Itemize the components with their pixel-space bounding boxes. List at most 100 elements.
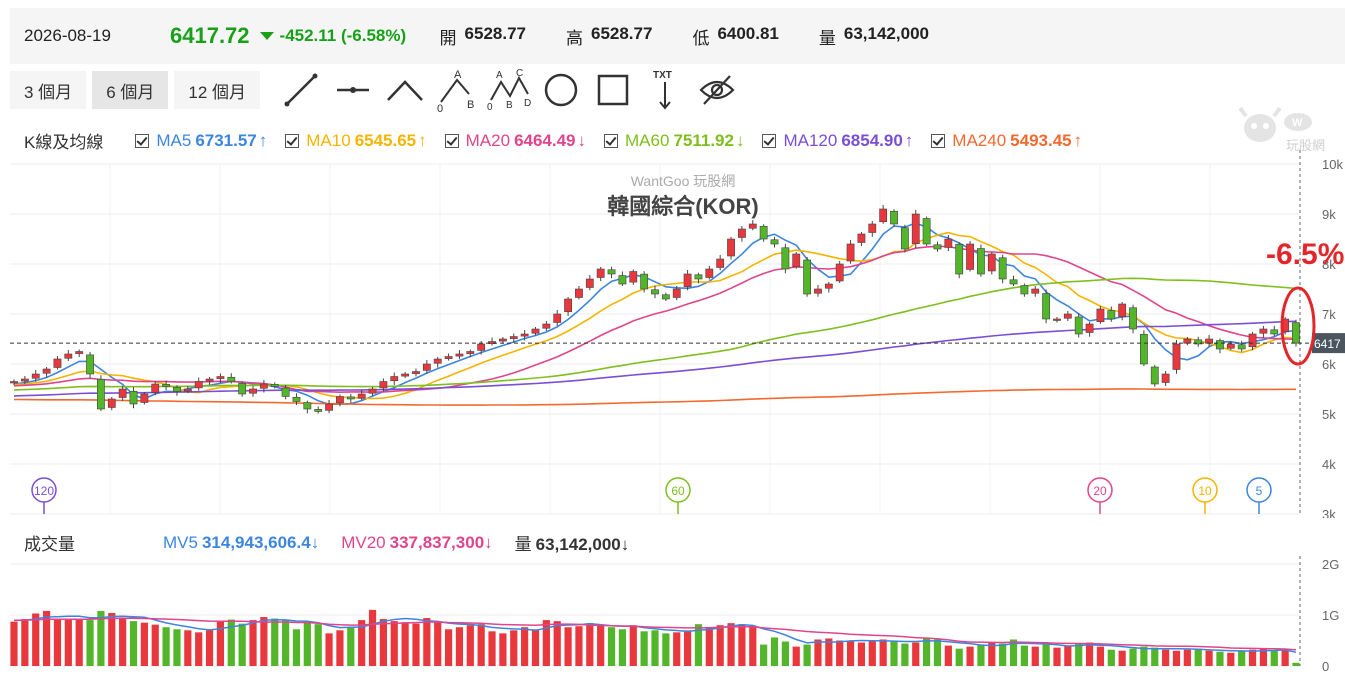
- candle-body: [781, 247, 790, 270]
- checkbox-ma240[interactable]: [931, 133, 946, 148]
- mv5-name: MV5: [163, 532, 198, 552]
- volume-bar: [1216, 651, 1224, 666]
- ma-toggle-ma5[interactable]: MA5 6731.57 ↑: [135, 131, 267, 151]
- range-6m-button[interactable]: 6 個月: [92, 71, 169, 109]
- checkbox-ma120[interactable]: [762, 133, 777, 148]
- range-3m-button[interactable]: 3 個月: [10, 71, 87, 109]
- mv5-direction: ↓: [310, 532, 320, 552]
- abcd-label-a: A: [496, 70, 503, 81]
- volume-bar: [564, 627, 572, 666]
- open-stat: 開 6528.77: [440, 24, 526, 49]
- volume-bar: [923, 637, 931, 666]
- checkbox-ma5[interactable]: [135, 133, 150, 148]
- volume-bar: [716, 625, 724, 666]
- candle-body: [1031, 288, 1040, 294]
- hide-eye-icon[interactable]: [692, 70, 742, 110]
- candle-body: [216, 376, 225, 379]
- candle-body: [792, 253, 801, 268]
- volume-bar: [368, 609, 377, 666]
- vol-name: 量: [514, 535, 532, 554]
- open-label: 開: [439, 28, 457, 48]
- abcd-pattern-icon[interactable]: A B C D 0: [484, 68, 534, 112]
- text-arrow-icon[interactable]: TXT: [640, 70, 690, 110]
- range-12m-button[interactable]: 12 個月: [174, 71, 261, 109]
- candles: [10, 205, 1300, 414]
- volume-bar: [749, 627, 757, 666]
- volume-bar: [292, 629, 301, 666]
- candle-body: [42, 368, 51, 374]
- ma-toggle-ma10[interactable]: MA10 6545.65 ↑: [285, 131, 427, 151]
- volume-bar: [314, 624, 322, 666]
- horizontal-line-icon[interactable]: [328, 70, 378, 110]
- angle-line-icon[interactable]: [380, 70, 430, 110]
- candle-body: [835, 263, 844, 282]
- volume-bar: [683, 630, 692, 666]
- open-value: 6528.77: [464, 23, 526, 43]
- down-triangle-icon: [259, 32, 274, 40]
- price-tick-label: 3k: [1322, 507, 1336, 518]
- volume-bar: [455, 627, 464, 666]
- volume-bar: [1270, 650, 1278, 666]
- price-tick-label: 7k: [1322, 307, 1336, 322]
- volume-bar: [912, 642, 920, 666]
- ma-legend: K線及均線 MA5 6731.57 ↑ MA10 6545.65 ↑ MA20 6464.…: [24, 128, 1100, 153]
- volume-bar: [542, 620, 550, 666]
- candle-body: [433, 358, 442, 364]
- rectangle-icon[interactable]: [588, 70, 638, 110]
- volume-bar: [21, 619, 29, 666]
- candle-body: [238, 383, 247, 395]
- candle-body: [390, 376, 399, 382]
- price-chart[interactable]: WantGoo 玩股網 韓國綜合(KOR) 3k4k5k6k7k8k9k10k …: [0, 150, 1345, 518]
- circle-icon[interactable]: [536, 70, 586, 110]
- candle-body: [314, 409, 323, 412]
- volume-tick-label: 0: [1322, 659, 1329, 674]
- volume-bar: [1172, 650, 1181, 666]
- volume-chart[interactable]: 0 1G 2G: [0, 556, 1345, 678]
- candle-body: [1118, 303, 1127, 318]
- volume-bar: [358, 620, 366, 666]
- volume-bar: [597, 625, 605, 666]
- volume-bar: [738, 624, 746, 666]
- mv5-value: 314,943,606.4: [201, 532, 311, 552]
- volume-bar: [64, 619, 72, 666]
- volume-bar: [1194, 648, 1202, 666]
- volume-bar: [933, 639, 942, 666]
- checkbox-ma60[interactable]: [604, 133, 619, 148]
- volume-bar: [1009, 639, 1018, 666]
- last-price-tag-label: 6417: [1314, 337, 1341, 351]
- ma-toggle-ma120[interactable]: MA120 6854.90 ↑: [762, 131, 913, 151]
- candle-body: [173, 386, 181, 392]
- abc-wave-icon[interactable]: A B 0: [432, 69, 482, 112]
- ma-line-ma120: [13, 320, 1297, 397]
- candle-body: [629, 271, 638, 283]
- volume-bar: [119, 618, 127, 666]
- volume-bar: [662, 633, 670, 666]
- candle-body: [205, 378, 214, 382]
- candle-body: [509, 336, 518, 339]
- ma-toggle-ma240[interactable]: MA240 5493.45 ↑: [931, 131, 1082, 151]
- candle-body: [498, 338, 507, 342]
- trend-line-icon[interactable]: [276, 70, 326, 110]
- volume-bar: [770, 637, 779, 666]
- candle-body: [607, 269, 616, 275]
- ma-line-ma60: [13, 277, 1297, 391]
- checkbox-ma20[interactable]: [444, 133, 459, 148]
- volume-bar: [75, 619, 83, 666]
- volume-bar: [1205, 650, 1213, 666]
- checkbox-ma10[interactable]: [285, 133, 300, 148]
- candle-body: [977, 248, 985, 275]
- volume-bar: [803, 644, 811, 666]
- volume-bar: [205, 630, 214, 666]
- ma-toggle-ma20[interactable]: MA20 6464.49 ↓: [444, 131, 586, 151]
- candle-body: [759, 225, 768, 240]
- candle-body: [455, 353, 464, 357]
- volume-bar: [1118, 650, 1126, 666]
- candle-body: [1216, 340, 1224, 350]
- ma-toggle-ma60[interactable]: MA60 7511.92 ↓: [604, 131, 744, 151]
- quote-bar: 2026-08-19 6417.72 -452.11 (-6.58%) 開 652…: [10, 8, 1345, 64]
- ma-marker-circle: [1087, 477, 1113, 503]
- volume-bar: [444, 629, 453, 666]
- candle-body: [868, 223, 877, 233]
- volume-bar: [1248, 649, 1257, 666]
- volume-bar: [412, 623, 420, 666]
